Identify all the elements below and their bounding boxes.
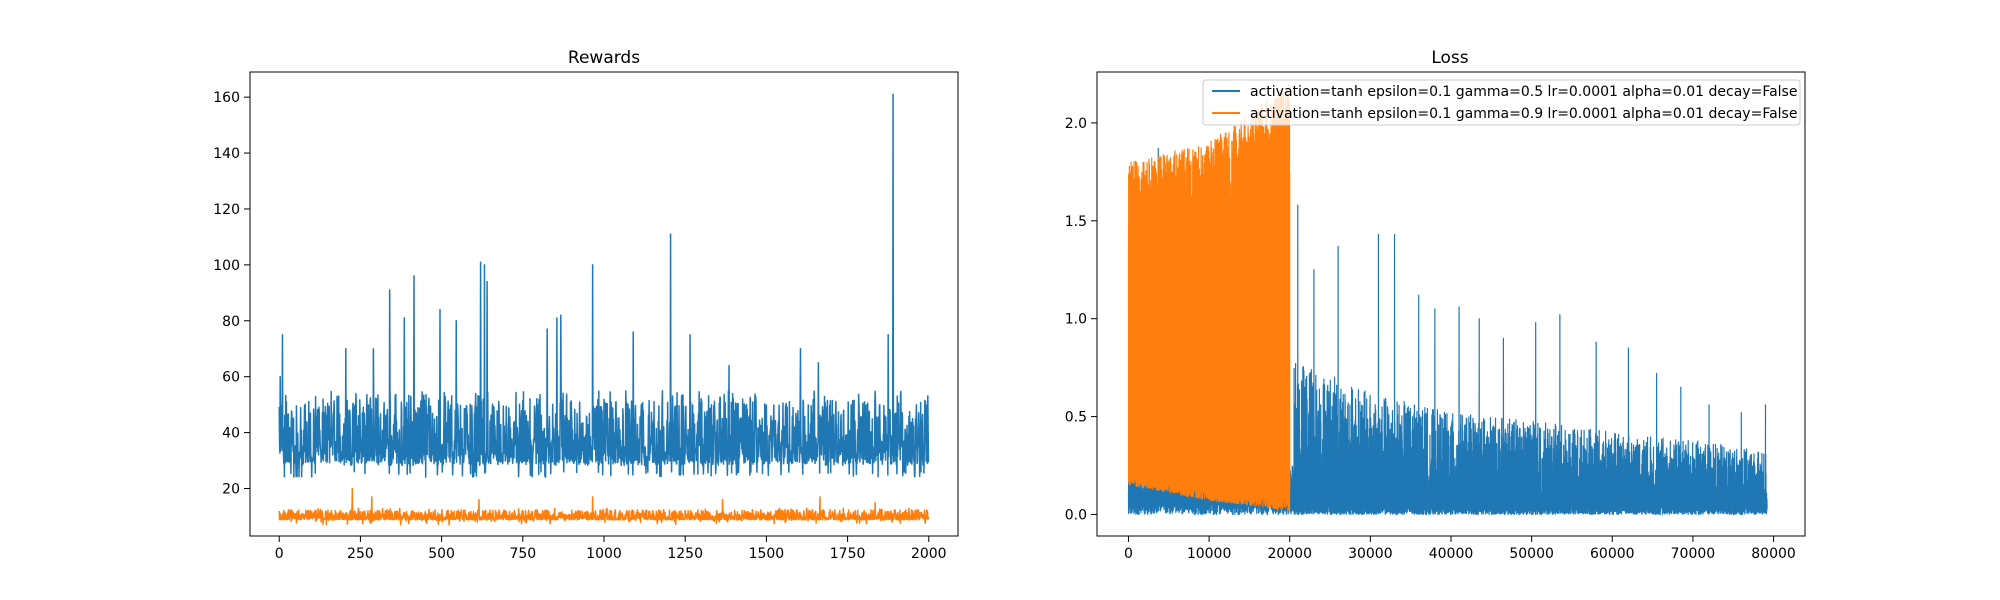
x-tick-label: 0 (275, 546, 284, 562)
y-tick-label: 160 (213, 90, 240, 106)
x-tick-label: 1250 (667, 546, 703, 562)
x-tick-label: 500 (428, 546, 455, 562)
legend-label-series-1: activation=tanh epsilon=0.1 gamma=0.9 lr… (1250, 106, 1797, 122)
y-tick-label: 140 (213, 146, 240, 162)
y-tick-label: 80 (222, 314, 240, 330)
x-tick-label: 750 (509, 546, 536, 562)
loss-plot-frame (1096, 71, 1806, 537)
y-tick-label: 100 (213, 258, 240, 274)
y-tick-label: 120 (213, 202, 240, 218)
x-tick-label: 0 (1124, 546, 1133, 562)
y-tick-label: 60 (222, 370, 240, 386)
loss-chart-title: Loss (1431, 48, 1468, 68)
y-tick-label: 0.0 (1065, 507, 1087, 523)
y-tick-label: 1.0 (1065, 312, 1087, 328)
x-tick-label: 40000 (1429, 546, 1474, 562)
y-tick-label: 1.5 (1065, 214, 1087, 230)
x-tick-label: 20000 (1267, 546, 1312, 562)
x-tick-label: 1500 (749, 546, 785, 562)
y-tick-label: 20 (222, 481, 240, 497)
loss-series-1-line (1127, 84, 1291, 511)
x-tick-label: 60000 (1590, 546, 1635, 562)
loss-legend: activation=tanh epsilon=0.1 gamma=0.5 lr… (1202, 79, 1801, 126)
rewards-chart-title: Rewards (568, 48, 640, 68)
rewards-series-1-line (278, 487, 930, 526)
x-tick-label: 1750 (830, 546, 866, 562)
y-tick-label: 2.0 (1065, 116, 1087, 132)
rewards-chart: Rewards 0 250 500 750 1000 1250 1500 1750 2000 2… (213, 48, 959, 562)
loss-series-0-line (1127, 147, 1768, 516)
x-tick-label: 70000 (1671, 546, 1716, 562)
x-tick-label: 80000 (1751, 546, 1796, 562)
x-tick-label: 250 (347, 546, 374, 562)
x-tick-label: 10000 (1187, 546, 1232, 562)
rewards-plot-frame (249, 71, 959, 537)
loss-chart: Loss 0 10000 20000 30000 40000 50000 60000 7000… (1065, 48, 1806, 562)
y-tick-label: 40 (222, 426, 240, 442)
x-tick-label: 2000 (911, 546, 947, 562)
x-tick-label: 30000 (1348, 546, 1393, 562)
x-tick-label: 50000 (1509, 546, 1554, 562)
legend-label-series-0: activation=tanh epsilon=0.1 gamma=0.5 lr… (1250, 84, 1797, 100)
rewards-series-0-line (278, 93, 930, 479)
x-tick-label: 1000 (586, 546, 622, 562)
y-tick-label: 0.5 (1065, 410, 1087, 426)
legend-box (1202, 79, 1801, 126)
